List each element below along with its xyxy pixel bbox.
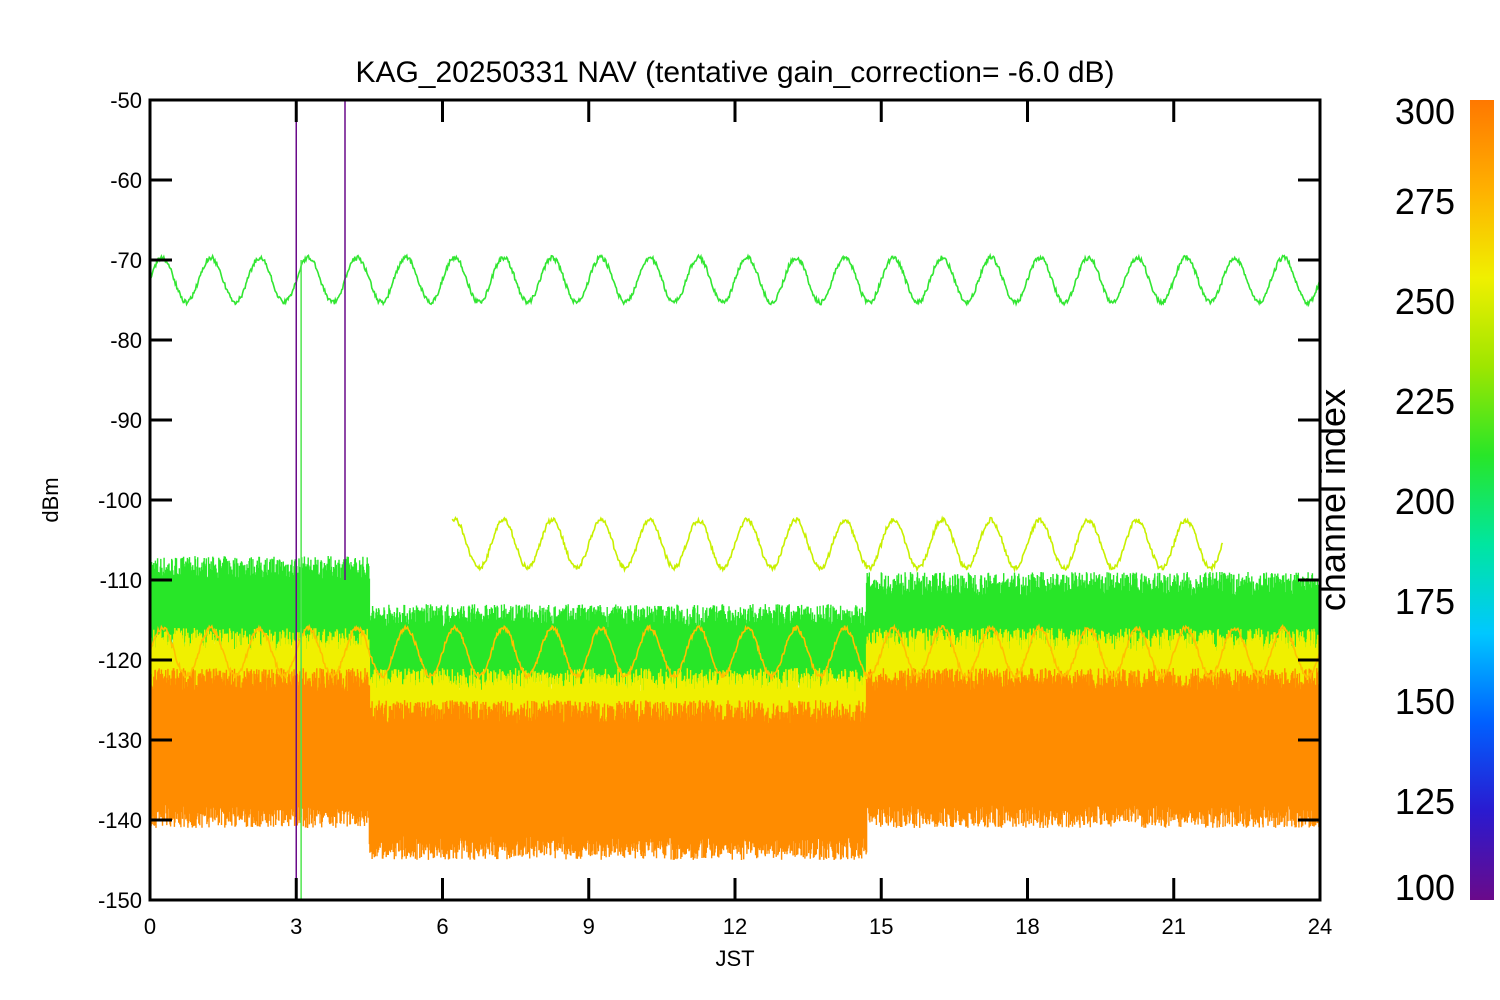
- noise-band-series-5-segment-1: [368, 700, 868, 860]
- x-tick-label-7: 21: [1162, 914, 1186, 939]
- x-tick-label-8: 24: [1308, 914, 1332, 939]
- colorbar-tick-label-0: 100: [1395, 867, 1455, 908]
- series-line-1: [451, 515, 1224, 574]
- y-tick-label-9: -140: [98, 808, 142, 833]
- colorbar-scale: [1470, 100, 1494, 900]
- colorbar-tick-label-7: 275: [1395, 181, 1455, 222]
- x-tick-label-3: 9: [583, 914, 595, 939]
- y-tick-label-7: -120: [98, 648, 142, 673]
- noise-band-series-5-segment-0: [150, 668, 371, 828]
- x-tick-label-1: 3: [290, 914, 302, 939]
- y-tick-label-5: -100: [98, 488, 142, 513]
- y-tick-label-10: -150: [98, 888, 142, 913]
- plot-area: [150, 100, 1320, 900]
- x-tick-label-6: 18: [1015, 914, 1039, 939]
- y-tick-label-1: -60: [110, 168, 142, 193]
- y-axis-label: dBm: [38, 477, 63, 522]
- series-line-0: [150, 252, 1320, 308]
- y-tick-label-0: -50: [110, 88, 142, 113]
- colorbar-tick-label-4: 200: [1395, 481, 1455, 522]
- colorbar-tick-label-1: 125: [1395, 781, 1455, 822]
- colorbar-tick-label-2: 150: [1395, 681, 1455, 722]
- x-axis-label: JST: [715, 946, 754, 971]
- y-tick-label-2: -70: [110, 248, 142, 273]
- colorbar-tick-label-3: 175: [1395, 581, 1455, 622]
- y-tick-label-6: -110: [100, 568, 142, 593]
- axes: 0 3 6 9 12 15 18 21 24 -50 -60 -70 -80 -90 -100 -110 -12…: [98, 88, 1332, 939]
- y-tick-label-8: -130: [98, 728, 142, 753]
- colorbar-tick-label-6: 250: [1395, 281, 1455, 322]
- noise-band-series-5-segment-2: [865, 668, 1320, 828]
- x-tick-label-4: 12: [723, 914, 747, 939]
- series-line-2: [150, 623, 1320, 681]
- chart-title: KAG_20250331 NAV (tentative gain_correct…: [355, 56, 1114, 89]
- colorbar: 100 125 150 175 200 225 250 275 300: [1395, 91, 1494, 908]
- colorbar-tick-label-5: 225: [1395, 381, 1455, 422]
- colorbar-tick-label-8: 300: [1395, 91, 1455, 132]
- colorbar-label: channel index: [1312, 389, 1353, 611]
- y-tick-label-3: -80: [110, 328, 142, 353]
- x-tick-label-5: 15: [869, 914, 893, 939]
- y-tick-label-4: -90: [110, 408, 142, 433]
- x-tick-label-0: 0: [144, 914, 156, 939]
- x-tick-label-2: 6: [436, 914, 448, 939]
- noise-band-series-3-segment-2: [865, 572, 1320, 668]
